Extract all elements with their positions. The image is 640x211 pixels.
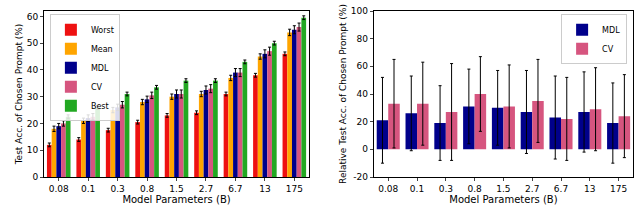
svg-text:CV: CV — [91, 83, 103, 92]
svg-text:0.3: 0.3 — [439, 184, 453, 194]
svg-text:0.8: 0.8 — [140, 184, 155, 194]
svg-text:0.8: 0.8 — [467, 184, 482, 194]
svg-text:-20: -20 — [353, 172, 368, 182]
svg-text:40: 40 — [27, 65, 39, 75]
svg-text:0: 0 — [32, 172, 38, 182]
svg-text:MDL: MDL — [91, 64, 109, 73]
svg-text:Relative Test Acc. of Chosen P: Relative Test Acc. of Chosen Prompt (%) — [338, 4, 348, 184]
svg-text:Worst: Worst — [91, 26, 114, 35]
svg-text:6.7: 6.7 — [228, 184, 242, 194]
svg-text:60: 60 — [27, 12, 39, 22]
svg-text:40: 40 — [357, 89, 369, 99]
svg-text:Best: Best — [91, 102, 109, 111]
svg-text:6.7: 6.7 — [554, 184, 568, 194]
svg-text:1.5: 1.5 — [169, 184, 183, 194]
svg-text:MDL: MDL — [602, 26, 620, 35]
svg-text:100: 100 — [351, 6, 368, 16]
svg-text:2.7: 2.7 — [199, 184, 213, 194]
svg-text:2.7: 2.7 — [525, 184, 539, 194]
svg-text:20: 20 — [357, 117, 369, 127]
svg-text:30: 30 — [27, 92, 39, 102]
svg-text:0: 0 — [362, 144, 368, 154]
svg-text:Mean: Mean — [91, 45, 113, 54]
svg-text:60: 60 — [357, 61, 369, 71]
svg-text:50: 50 — [27, 38, 39, 48]
svg-text:0.3: 0.3 — [110, 184, 124, 194]
svg-text:0.1: 0.1 — [81, 184, 95, 194]
svg-text:0.1: 0.1 — [410, 184, 424, 194]
svg-text:CV: CV — [602, 45, 614, 54]
svg-text:13: 13 — [584, 184, 595, 194]
svg-text:0.08: 0.08 — [49, 184, 69, 194]
svg-text:20: 20 — [27, 119, 39, 129]
svg-text:Model Parameters (B): Model Parameters (B) — [122, 194, 230, 205]
svg-text:175: 175 — [610, 184, 627, 194]
svg-text:80: 80 — [357, 34, 369, 44]
svg-text:13: 13 — [259, 184, 270, 194]
svg-text:10: 10 — [27, 145, 39, 155]
svg-text:Test Acc. of Chosen Prompt (%): Test Acc. of Chosen Prompt (%) — [14, 24, 24, 166]
svg-text:175: 175 — [286, 184, 303, 194]
svg-text:1.5: 1.5 — [496, 184, 510, 194]
svg-text:Model Parameters (B): Model Parameters (B) — [449, 194, 557, 205]
svg-text:0.08: 0.08 — [378, 184, 398, 194]
